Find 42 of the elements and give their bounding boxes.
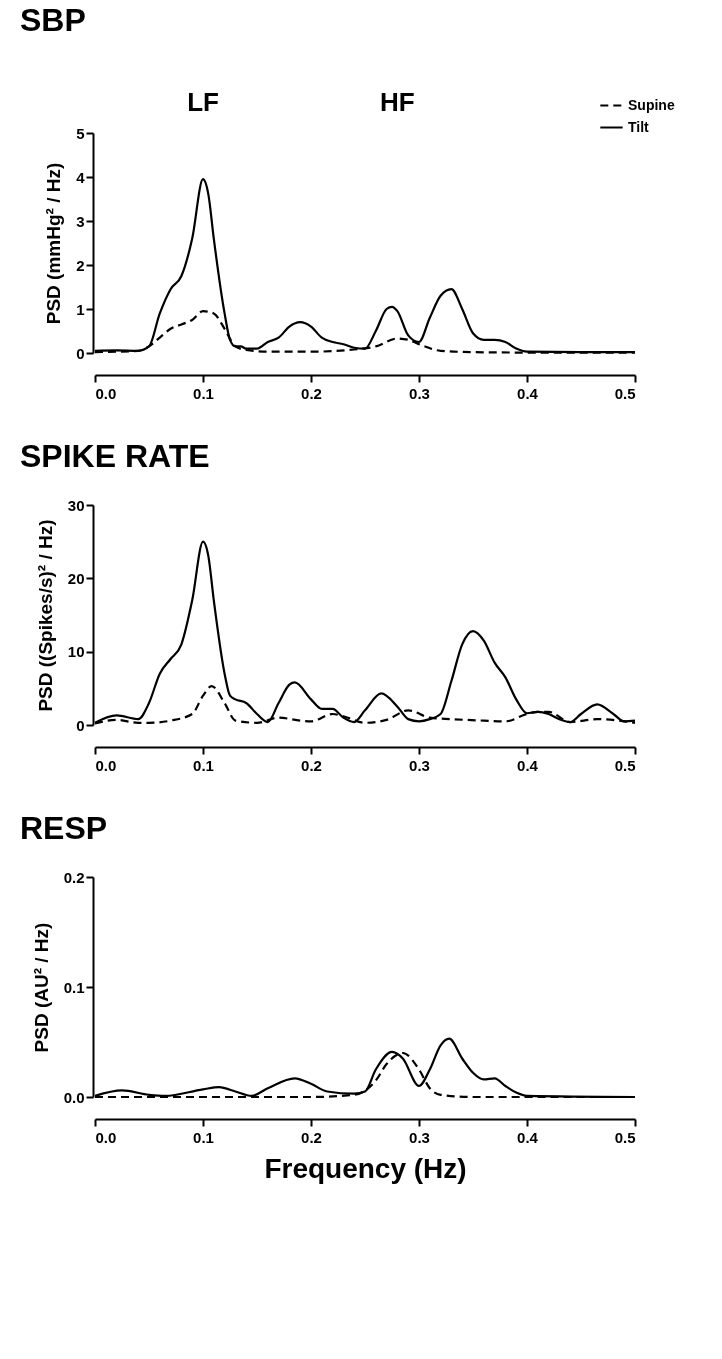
text: 0.0 <box>95 756 117 774</box>
y-tick-label: 0.2 <box>63 868 85 886</box>
y-tick-label: 3 <box>76 212 85 230</box>
text: 0.0 <box>95 1128 117 1146</box>
y-axis-title: PSD (AU² / Hz) <box>30 922 52 1053</box>
y-tick-label: 5 <box>76 124 85 142</box>
chart-title: SPIKE RATE <box>20 438 210 474</box>
y-axis-title: PSD ((Spikes/s)² / Hz) <box>34 519 56 712</box>
chart-title: RESP <box>20 810 108 846</box>
y-tick-label: 4 <box>76 168 86 186</box>
x-tick-label: 0.2 <box>301 1128 322 1146</box>
text: HF <box>380 87 415 117</box>
x-tick-label: 0.4 <box>517 384 539 402</box>
y-tick-label: 0 <box>76 716 85 734</box>
y-axis-title: PSD (mmHg² / Hz) <box>43 162 65 325</box>
x-tick-label: 0.3 <box>409 384 430 402</box>
x-tick-label: 0.2 <box>301 756 322 774</box>
y-tick-label: 20 <box>67 569 85 587</box>
legend-label: Tilt <box>628 118 650 135</box>
x-tick-label: 0.1 <box>193 756 214 774</box>
x-tick-label: 0.5 <box>614 756 636 774</box>
x-tick-label: 0.4 <box>517 1128 539 1146</box>
text: LF <box>187 87 219 117</box>
text: 0.0 <box>63 1088 85 1106</box>
x-tick-label: 0.1 <box>193 384 214 402</box>
x-tick-label: 0.3 <box>409 1128 430 1146</box>
x-axis-title: Frequency (Hz) <box>264 1152 467 1184</box>
x-tick-label: 0.5 <box>614 384 636 402</box>
text: 0.0 <box>95 384 117 402</box>
y-tick-label: 0 <box>76 344 85 362</box>
y-tick-label: 2 <box>76 256 85 274</box>
legend-label: Supine <box>628 96 675 113</box>
y-tick-label: 10 <box>67 643 85 661</box>
chart-title: SBP <box>20 2 86 38</box>
y-tick-label: 30 <box>67 496 85 514</box>
x-tick-label: 0.4 <box>517 756 539 774</box>
x-tick-label: 0.5 <box>614 1128 636 1146</box>
x-tick-label: 0.2 <box>301 384 322 402</box>
x-tick-label: 0.1 <box>193 1128 214 1146</box>
x-tick-label: 0.3 <box>409 756 430 774</box>
y-tick-label: 0.1 <box>63 978 85 996</box>
y-tick-label: 1 <box>76 300 85 318</box>
